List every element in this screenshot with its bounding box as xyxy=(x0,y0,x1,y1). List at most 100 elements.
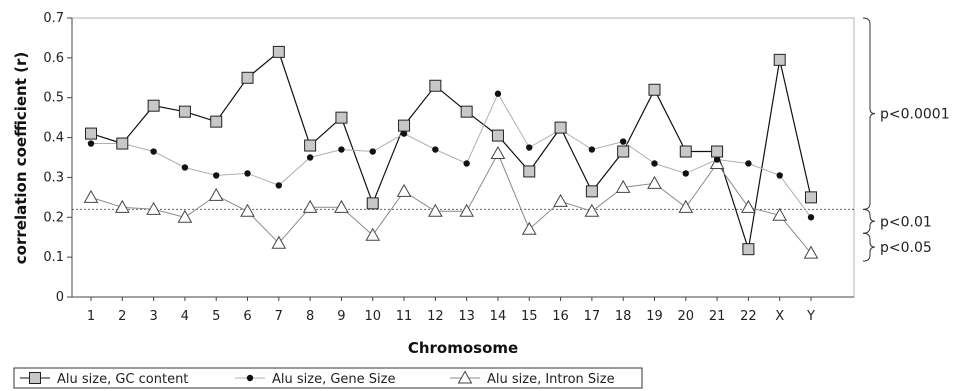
series-2-point xyxy=(275,182,283,189)
series-1-point xyxy=(241,71,254,84)
y-tick-label: 0.2 xyxy=(43,210,64,225)
series-1-point xyxy=(147,99,160,112)
series-2-point xyxy=(745,160,752,167)
series-1-point xyxy=(366,197,379,210)
series-3-point xyxy=(240,203,255,217)
series-3-point xyxy=(490,145,506,160)
legend-marker-2 xyxy=(246,374,254,382)
series-2-point xyxy=(432,146,439,153)
y-tick-label: 0.5 xyxy=(43,91,64,106)
x-axis: 1 2 3 4 5 6 7 8 9 10 11 12 13 14 15 16 17 18 19 20 21 22 X Y xyxy=(72,296,854,324)
series-1-point xyxy=(617,145,630,158)
series-2-point xyxy=(651,160,658,167)
y-axis-title: correlation coefficient (r) xyxy=(12,52,30,264)
x-tick-label: 5 xyxy=(212,309,220,324)
x-tick-label: 20 xyxy=(678,309,695,324)
series-1-point xyxy=(773,53,786,66)
series-3-point xyxy=(647,175,662,189)
series-3-point xyxy=(553,193,568,207)
series-2-point xyxy=(213,172,220,179)
series-3-point xyxy=(271,235,287,249)
series-2-point xyxy=(776,172,783,179)
series-3-point xyxy=(302,199,318,213)
series-1-point xyxy=(178,105,191,118)
x-tick-label: 16 xyxy=(552,309,569,324)
series-2-point xyxy=(181,164,189,171)
x-tick-label: 4 xyxy=(181,309,189,324)
series-1-point xyxy=(116,137,129,150)
series-3-point xyxy=(208,187,224,201)
series-3-point xyxy=(772,207,788,221)
y-tick-label: 0 xyxy=(56,290,64,305)
y-tick-label: 0.3 xyxy=(43,170,64,185)
x-tick-label: Y xyxy=(806,309,815,324)
series-2-point xyxy=(244,170,251,177)
series-2-point xyxy=(463,160,470,167)
series-2-point xyxy=(526,144,533,151)
series-2-point xyxy=(400,130,408,137)
series-2-point xyxy=(338,146,345,153)
x-tick-label: 11 xyxy=(396,309,413,324)
bracket-1 xyxy=(862,17,876,210)
x-tick-label: 7 xyxy=(275,309,283,324)
x-tick-label: 1 xyxy=(87,309,95,324)
series-3-point xyxy=(83,189,99,203)
legend-marker-3 xyxy=(457,370,473,384)
series-1-point xyxy=(742,243,755,256)
series-1-point xyxy=(304,139,317,152)
x-tick-label: 8 xyxy=(306,309,314,324)
series-1-point xyxy=(585,185,598,198)
x-tick-label: 19 xyxy=(646,309,663,324)
series-2-point xyxy=(87,140,95,147)
series-3-point xyxy=(396,183,412,197)
x-tick-label: 22 xyxy=(740,309,757,324)
legend-box xyxy=(13,367,643,389)
x-tick-label: 15 xyxy=(521,309,538,324)
series-1-point xyxy=(272,45,285,58)
series-3-point xyxy=(146,201,161,215)
series-3-point xyxy=(365,227,381,241)
series-1-point xyxy=(429,79,442,92)
x-tick-label: 18 xyxy=(615,309,632,324)
series-2-point xyxy=(369,148,376,155)
series-1-point xyxy=(460,105,473,118)
x-tick-label: 3 xyxy=(149,309,157,324)
y-tick-label: 0.1 xyxy=(43,250,64,265)
series-3-point xyxy=(584,203,600,217)
series-3-point xyxy=(709,155,725,169)
x-tick-label: 21 xyxy=(709,309,726,324)
significance-brackets: p<0.0001 p<0.01 p<0.05 xyxy=(862,17,950,262)
bracket-2 xyxy=(862,208,876,234)
series-3-point xyxy=(741,199,756,213)
series-1-point xyxy=(711,145,724,158)
x-tick-label: 10 xyxy=(364,309,381,324)
plot-area xyxy=(71,17,855,298)
series-3-point xyxy=(615,179,631,193)
legend-label-3: Alu size, Intron Size xyxy=(487,372,615,387)
series-2-point xyxy=(306,154,314,161)
legend: Alu size, GC content Alu size, Gene Size A… xyxy=(20,370,615,387)
legend-marker-1 xyxy=(29,372,41,384)
y-axis: 0 0.1 0.2 0.3 0.4 0.5 0.6 0.7 xyxy=(43,11,73,305)
x-tick-label: 2 xyxy=(118,309,126,324)
series-3-point xyxy=(114,199,130,213)
series-2-point xyxy=(588,146,596,153)
series-2-point xyxy=(713,156,721,163)
bracket-3 xyxy=(862,232,876,262)
series-1-point xyxy=(398,119,411,132)
legend-label-2: Alu size, Gene Size xyxy=(272,372,395,387)
x-tick-label: 17 xyxy=(584,309,601,324)
series-2-point xyxy=(682,170,689,177)
series-2-point xyxy=(807,214,815,221)
series-1-point xyxy=(523,165,536,178)
y-tick-label: 0.7 xyxy=(43,11,64,26)
series-1-point xyxy=(679,145,692,158)
series-layer xyxy=(83,45,819,259)
x-tick-label: 6 xyxy=(243,309,251,324)
series-2-point xyxy=(619,138,627,145)
series-1-point xyxy=(491,129,504,142)
series-3-point xyxy=(427,203,443,217)
series-1-point xyxy=(210,115,223,128)
series-3-point xyxy=(334,199,349,213)
